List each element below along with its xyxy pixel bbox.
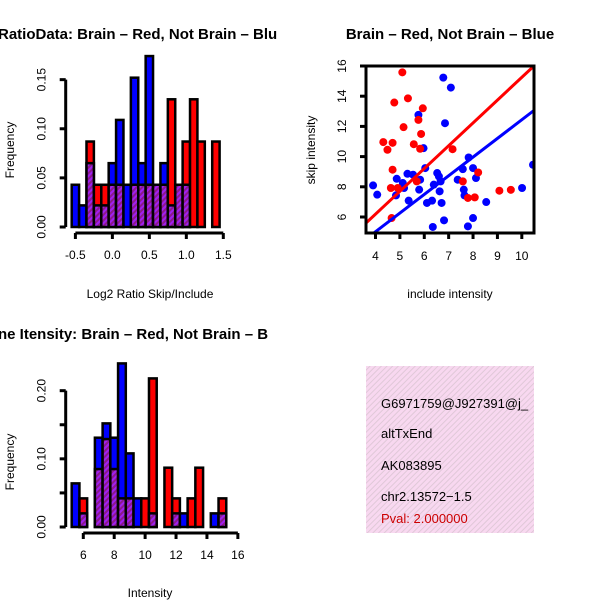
scatter-point-blue [469,214,478,223]
intensity-hist-y-tick-label: 0.20 [35,379,49,403]
scatter-point-blue [518,184,527,193]
scatter-point-red [403,94,412,103]
intensity-hist-y-tick-label: 0.10 [35,447,49,471]
scatter-x-tick-label: 9 [494,249,501,263]
ratio-histogram-ylabel: Frequency [3,122,17,179]
scatter-point-red [495,186,504,195]
scatter-point-red [383,145,392,154]
scatter-point-blue [428,196,437,205]
intensity-histogram-ylabel: Frequency [3,434,17,491]
info-event-id: G6971759@J927391@j_ [381,396,529,411]
scatter-y-tick-label: 16 [335,59,349,73]
info-location: chr2.13572−1.5 [381,489,472,504]
scatter-y-tick-label: 14 [335,89,349,103]
scatter-point-red [463,193,472,202]
scatter-point-blue [404,196,413,205]
scatter-point-blue [439,73,448,82]
regression-line-blue [371,109,534,233]
scatter-point-red [418,104,427,113]
intensity-hist-x-tick-label: 14 [200,548,214,562]
info-panel: G6971759@J927391@j_ altTxEnd AK083895 ch… [366,366,600,536]
scatter-x-tick-label: 8 [470,249,477,263]
scatter-x-tick-label: 10 [515,249,529,263]
scatter-point-red [379,138,388,147]
scatter-point-red [398,68,407,77]
scatter-point-red [388,165,397,174]
ratio-hist-x-tick-label: 1.5 [215,248,232,262]
scatter-title: Brain – Red, Not Brain – Blue [346,26,554,43]
info-accession: AK083895 [381,458,442,473]
intensity-hist-bar-red [147,377,158,529]
scatter-point-blue [392,174,401,183]
ratio-histogram-title: RatioData: Brain – Red, Not Brain – Blu [0,26,277,43]
intensity-hist-y-tick-label: 0.00 [35,515,49,539]
ratio-hist-bar-red [210,140,221,229]
ratio-hist-y-tick-label: 0.10 [35,117,49,141]
scatter-plot-area [366,66,534,233]
scatter-point-red [416,144,425,153]
scatter-point-red [409,140,418,149]
intensity-hist-bar-red [194,466,205,529]
ratio-hist-y-tick-label: 0.05 [35,166,49,190]
intensity-hist-bar-overlap [147,512,158,529]
scatter-point-red [399,123,408,132]
ratio-hist-y-tick-label: 0.15 [35,68,49,92]
intensity-histogram-xlabel: Intensity [128,586,173,600]
scatter-y-tick-label: 6 [335,213,349,220]
scatter-x-tick-label: 6 [421,249,428,263]
scatter-point-blue [441,119,450,128]
scatter-y-tick-label: 10 [335,150,349,164]
intensity-hist-x-tick-label: 12 [169,548,183,562]
scatter-x-tick-label: 4 [372,249,379,263]
intensity-hist-x-tick-label: 10 [138,548,152,562]
scatter-point-blue [482,198,491,207]
scatter-point-blue [435,187,444,196]
scatter-panel: Brain – Red, Not Brain – Blue 4 5 6 7 8 9 10 6 8… [304,26,554,301]
scatter-point-red [390,98,399,107]
ratio-hist-x-tick-label: 1.0 [178,248,195,262]
scatter-point-blue [369,181,378,190]
scatter-point-blue [373,190,382,199]
scatter-point-blue [446,83,455,92]
scatter-point-red [458,177,467,186]
ratio-hist-x-tick-label: 0.5 [141,248,158,262]
scatter-xlabel: include intensity [407,287,492,301]
scatter-point-red [448,145,457,154]
ratio-histogram-panel: RatioData: Brain – Red, Not Brain – Blu … [0,26,277,301]
scatter-x-tick-label: 5 [397,249,404,263]
ratio-hist-y-tick-label: 0.00 [35,215,49,239]
info-pval: Pval: 2.000000 [381,511,468,526]
ratio-hist-bar-red [196,140,207,229]
scatter-point-blue [440,216,449,225]
intensity-histogram-panel: ne Itensity: Brain – Red, Not Brain – B … [0,326,268,600]
scatter-point-blue [415,185,424,194]
info-event-type: altTxEnd [381,426,432,441]
scatter-y-tick-label: 8 [335,183,349,190]
intensity-hist-x-tick-label: 16 [231,548,245,562]
scatter-point-red [470,193,479,202]
ratio-hist-x-tick-label: 0.0 [104,248,121,262]
scatter-point-red [474,168,483,177]
intensity-histogram-title: ne Itensity: Brain – Red, Not Brain – B [0,326,268,343]
scatter-x-tick-label: 7 [445,249,452,263]
ratio-hist-x-tick-label: -0.5 [65,248,86,262]
scatter-y-tick-label: 12 [335,119,349,133]
intensity-hist-x-tick-label: 6 [80,548,87,562]
scatter-point-red [414,115,423,124]
scatter-point-red [388,138,397,147]
regression-line-red [366,66,534,225]
scatter-point-red [506,185,515,194]
scatter-point-red [417,129,426,138]
info-background [366,366,534,533]
scatter-point-blue [463,222,472,231]
scatter-point-blue [428,222,437,231]
scatter-point-red [386,184,395,193]
ratio-histogram-xlabel: Log2 Ratio Skip/Include [87,287,214,301]
intensity-hist-bar-overlap [217,512,228,529]
scatter-point-blue [437,198,446,207]
intensity-hist-x-tick-label: 8 [111,548,118,562]
scatter-ylabel: skip intensity [304,116,318,185]
intensity-hist-bar-overlap [78,512,89,529]
